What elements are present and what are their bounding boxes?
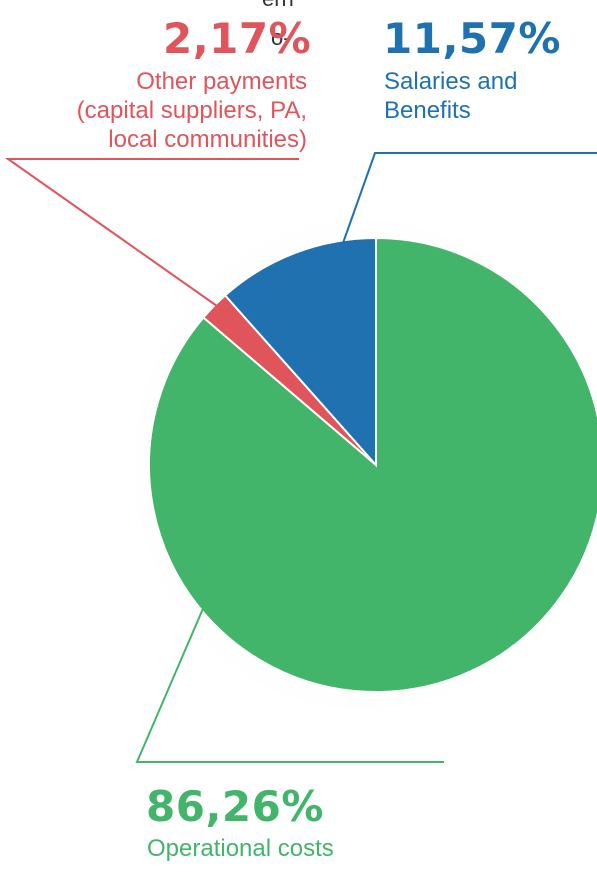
slice-salaries-benefits <box>223 236 377 468</box>
other-payments-label-line: (capital suppliers, PA, <box>76 97 307 124</box>
operational-costs-value: 86,26% <box>146 782 324 831</box>
salaries-value: 11,57% <box>383 14 561 63</box>
leader-line-operational-costs <box>135 596 444 763</box>
leader-line-salaries <box>342 152 597 244</box>
cropped-text-fragment: ern <box>262 0 294 12</box>
operational-costs-label: Operational costs <box>147 835 334 862</box>
other-payments-label-line: Other payments <box>136 68 307 95</box>
leader-line-other-payments <box>4 158 299 307</box>
cropped-text-fragment: o- <box>271 25 291 50</box>
salaries-label-line: Salaries and <box>384 68 518 95</box>
slice-operational-costs <box>148 236 597 693</box>
salaries-label-line: Benefits <box>384 97 471 124</box>
other-payments-label: Other payments (capital suppliers, PA, l… <box>77 67 307 154</box>
salaries-label: Salaries and Benefits <box>384 67 517 125</box>
other-payments-value: 2,17% <box>163 14 312 63</box>
other-payments-label-line: local communities) <box>108 126 307 153</box>
